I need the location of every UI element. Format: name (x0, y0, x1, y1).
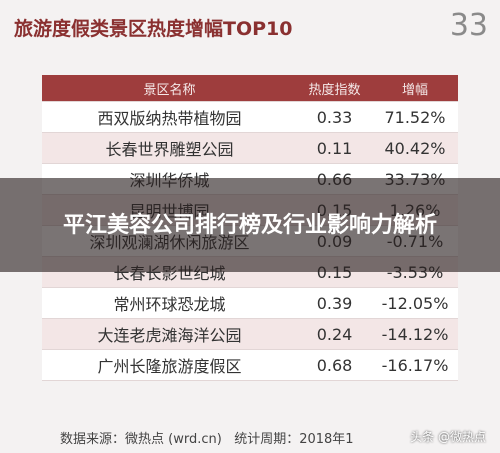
table-cell: -16.17% (372, 349, 458, 381)
table-cell: 常州环球恐龙城 (42, 287, 297, 319)
table-row: 大连老虎滩海洋公园 0.24 -14.12% (42, 318, 458, 350)
table-cell: 西双版纳热带植物园 (42, 101, 297, 133)
source: 数据来源：微热点 (wrd.cn) (60, 432, 222, 447)
table-cell: 长春世界雕塑公园 (42, 132, 297, 164)
table-cell: -14.12% (372, 318, 458, 350)
column-header: 景区名称 (42, 75, 297, 102)
period: 统计周期：2018年1 (234, 432, 354, 447)
table-cell: -12.05% (372, 287, 458, 319)
header-title: 旅游度假类景区热度增幅TOP10 (14, 18, 293, 40)
watermark: 头条 @微热点 (410, 430, 486, 444)
table-cell: 0.33 (297, 101, 372, 133)
table-row: 长春世界雕塑公园 0.11 40.42% (42, 132, 458, 164)
table-cell: 0.68 (297, 349, 372, 381)
table-row: 西双版纳热带植物园 0.33 71.52% (42, 101, 458, 133)
header-row: 景区名称 热度指数 增幅 (42, 75, 458, 102)
table-cell: 0.24 (297, 318, 372, 350)
page-number: 33 (449, 8, 488, 43)
column-header: 增幅 (372, 75, 458, 102)
table-row: 广州长隆旅游度假区 0.68 -16.17% (42, 349, 458, 381)
table-row: 常州环球恐龙城 0.39 -12.05% (42, 287, 458, 319)
banner-title: 平江美容公司排行榜及行业影响力解析 (62, 212, 437, 238)
table-cell: 71.52% (372, 101, 458, 133)
banner: 平江美容公司排行榜及行业影响力解析 (0, 178, 500, 272)
table-cell: 0.11 (297, 132, 372, 164)
table-cell: 40.42% (372, 132, 458, 164)
table-cell: 0.39 (297, 287, 372, 319)
footer: 数据来源：微热点 (wrd.cn) 统计周期：2018年1 (60, 428, 354, 447)
table-cell: 大连老虎滩海洋公园 (42, 318, 297, 350)
table-cell: 广州长隆旅游度假区 (42, 349, 297, 381)
column-header: 热度指数 (297, 75, 372, 102)
